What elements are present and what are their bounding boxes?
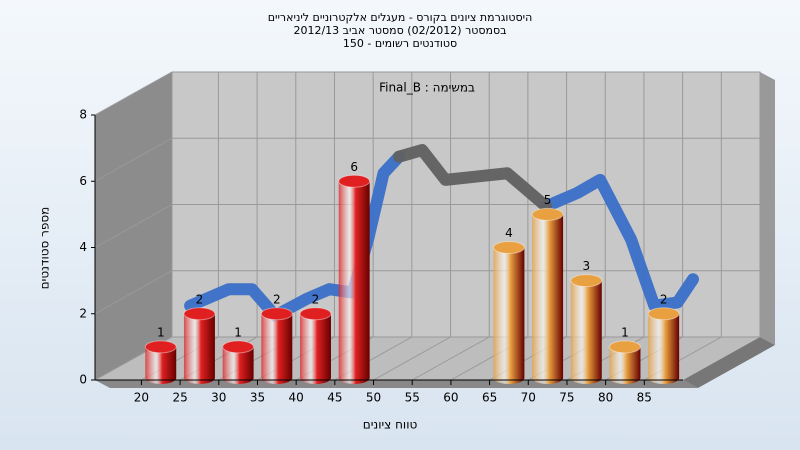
value-label: 1 bbox=[234, 325, 242, 339]
bar-body bbox=[609, 346, 641, 384]
bars bbox=[144, 174, 680, 384]
curves bbox=[184, 144, 699, 322]
curve bbox=[184, 150, 699, 322]
grid-line bbox=[411, 72, 490, 381]
bar-top bbox=[299, 307, 332, 321]
x-tick-label: 65 bbox=[482, 391, 497, 405]
y-axis-label: מספר סטודנטים bbox=[38, 207, 52, 290]
x-tick-label: 40 bbox=[289, 391, 304, 405]
bar bbox=[144, 340, 177, 384]
y-tick-label: 0 bbox=[79, 373, 87, 387]
y-tick-label: 6 bbox=[79, 174, 87, 188]
bar bbox=[570, 274, 603, 384]
x-tick-label: 60 bbox=[443, 391, 458, 405]
bar bbox=[299, 307, 332, 384]
bar-top bbox=[531, 207, 564, 221]
bar-body bbox=[300, 313, 331, 384]
bar-top bbox=[338, 174, 371, 188]
value-label: 4 bbox=[505, 226, 513, 240]
bar bbox=[647, 307, 680, 384]
bar bbox=[531, 207, 564, 384]
x-axis-label: טווח ציונים bbox=[363, 418, 418, 432]
bar-top bbox=[647, 307, 680, 321]
bar bbox=[260, 307, 293, 384]
grid-line bbox=[94, 270, 760, 315]
bar-body bbox=[261, 313, 293, 384]
grid-line bbox=[94, 137, 760, 182]
grid-line bbox=[373, 72, 452, 381]
bar-body bbox=[183, 313, 215, 384]
grid-line bbox=[450, 72, 529, 381]
x-tick-label: 50 bbox=[366, 391, 381, 405]
value-label: 5 bbox=[544, 193, 552, 207]
grid-line bbox=[94, 336, 760, 381]
value-label: 3 bbox=[582, 259, 590, 273]
y-tick-label: 2 bbox=[79, 306, 87, 320]
x-tick-label: 75 bbox=[559, 391, 574, 405]
bar-top bbox=[570, 274, 603, 288]
bar bbox=[222, 340, 255, 384]
x-tick-label: 85 bbox=[637, 391, 652, 405]
bar-top bbox=[609, 340, 641, 354]
annotation: Final_B : במשימה bbox=[379, 81, 475, 95]
y-tick-label: 8 bbox=[79, 108, 87, 122]
bar-body bbox=[493, 247, 525, 384]
x-tick-label: 20 bbox=[134, 391, 149, 405]
bar-top bbox=[183, 307, 216, 321]
x-tick-label: 80 bbox=[598, 391, 613, 405]
x-tick-label: 35 bbox=[250, 391, 265, 405]
floor-edge bbox=[683, 337, 775, 388]
x-tick-label: 70 bbox=[521, 391, 536, 405]
chart-title: בסמסטר (02/2012) סמסטר אביב 2012/13 bbox=[293, 24, 506, 37]
wall-edge bbox=[760, 72, 775, 345]
bar bbox=[609, 340, 641, 384]
bar-body bbox=[532, 214, 564, 384]
bar-top bbox=[492, 241, 525, 254]
y-tick-label: 4 bbox=[79, 240, 87, 254]
floor-edge bbox=[95, 380, 698, 388]
bar bbox=[492, 241, 525, 384]
curve bbox=[393, 144, 552, 213]
bar bbox=[338, 174, 371, 384]
bar-top bbox=[222, 340, 255, 354]
value-label: 2 bbox=[196, 292, 204, 306]
bar bbox=[183, 307, 216, 384]
bar-body bbox=[145, 346, 177, 384]
bar-top bbox=[144, 340, 177, 354]
bar-body bbox=[570, 280, 602, 384]
x-tick-label: 30 bbox=[211, 391, 226, 405]
value-label: 6 bbox=[350, 160, 358, 174]
grid-line bbox=[94, 71, 760, 116]
x-tick-label: 45 bbox=[327, 391, 342, 405]
grid bbox=[94, 71, 760, 381]
value-label: 2 bbox=[312, 292, 320, 306]
x-tick-label: 55 bbox=[405, 391, 420, 405]
value-label: 2 bbox=[660, 292, 668, 306]
bar-body bbox=[338, 181, 370, 384]
bar-top bbox=[260, 307, 293, 321]
value-label: 1 bbox=[157, 325, 165, 339]
bar-body bbox=[222, 346, 254, 384]
value-label: 1 bbox=[621, 325, 629, 339]
x-tick-label: 25 bbox=[172, 391, 187, 405]
value-label: 2 bbox=[273, 292, 281, 306]
chart-title: סטודנטים רשומים - 150 bbox=[343, 37, 457, 50]
bar-body bbox=[648, 313, 680, 384]
chart-title: היסטוגרמת ציונים בקורס - מעגלים אלקטרוני… bbox=[268, 11, 533, 24]
